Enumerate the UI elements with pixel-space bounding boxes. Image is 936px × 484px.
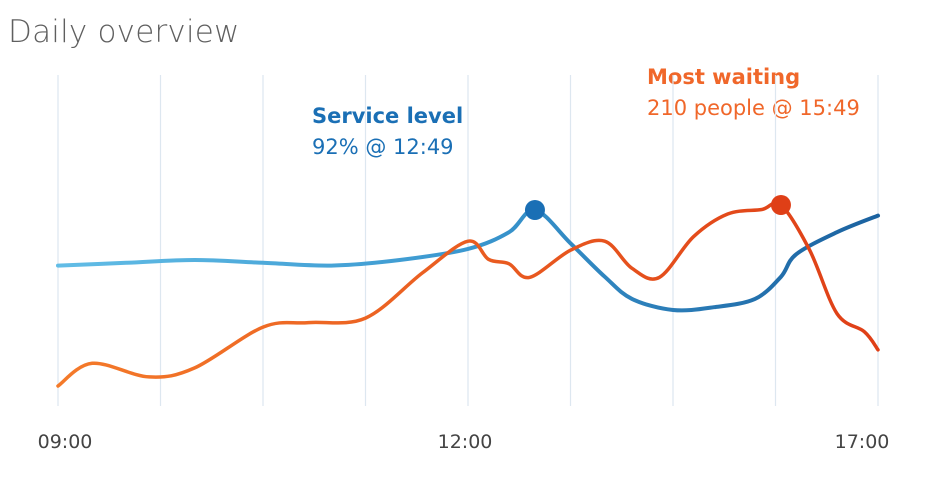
x-tick-label: 17:00 [834,431,890,453]
x-tick-label: 09:00 [37,431,93,453]
service-level-line [56,207,880,313]
service-level-annotation: Service level 92% @ 12:49 [312,101,463,163]
most-waiting-value: 210 people @ 15:49 [647,96,860,120]
chart-title: Daily overview [8,14,240,50]
grid-lines [57,75,879,406]
service-level-value: 92% @ 12:49 [312,135,454,159]
x-tick-label: 12:00 [437,431,493,453]
service-level-peak-marker [524,200,545,220]
service-level-label: Service level [312,104,464,128]
most-waiting-peak-marker [770,195,791,215]
